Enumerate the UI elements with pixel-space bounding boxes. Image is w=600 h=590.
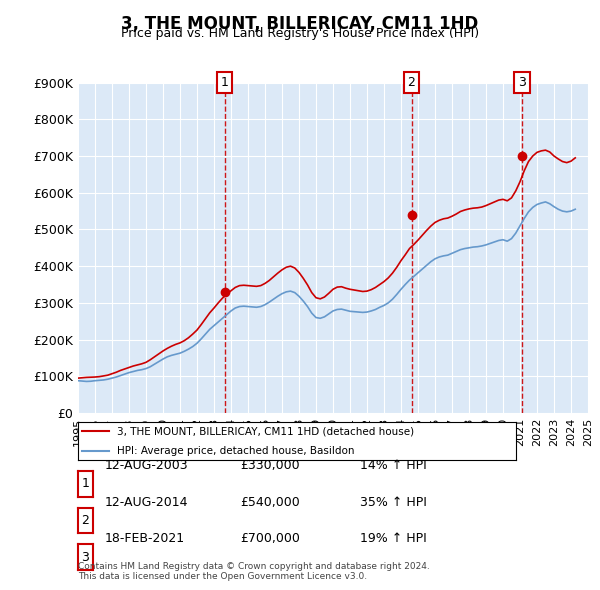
Text: 12-AUG-2003: 12-AUG-2003 — [105, 459, 188, 472]
Text: Price paid vs. HM Land Registry's House Price Index (HPI): Price paid vs. HM Land Registry's House … — [121, 27, 479, 40]
Text: Contains HM Land Registry data © Crown copyright and database right 2024.
This d: Contains HM Land Registry data © Crown c… — [78, 562, 430, 581]
Text: 19% ↑ HPI: 19% ↑ HPI — [360, 532, 427, 545]
Text: 1: 1 — [82, 477, 89, 490]
Text: 2: 2 — [407, 76, 415, 89]
Text: HPI: Average price, detached house, Basildon: HPI: Average price, detached house, Basi… — [118, 445, 355, 455]
Text: 3, THE MOUNT, BILLERICAY, CM11 1HD (detached house): 3, THE MOUNT, BILLERICAY, CM11 1HD (deta… — [118, 427, 415, 437]
Text: 3: 3 — [82, 550, 89, 563]
Text: £330,000: £330,000 — [240, 459, 299, 472]
Text: 1: 1 — [221, 76, 229, 89]
Text: 3: 3 — [518, 76, 526, 89]
Text: 18-FEB-2021: 18-FEB-2021 — [105, 532, 185, 545]
Text: 12-AUG-2014: 12-AUG-2014 — [105, 496, 188, 509]
Text: 2: 2 — [82, 514, 89, 527]
Text: 35% ↑ HPI: 35% ↑ HPI — [360, 496, 427, 509]
Text: £700,000: £700,000 — [240, 532, 300, 545]
Text: £540,000: £540,000 — [240, 496, 300, 509]
Text: 14% ↑ HPI: 14% ↑ HPI — [360, 459, 427, 472]
Text: 3, THE MOUNT, BILLERICAY, CM11 1HD: 3, THE MOUNT, BILLERICAY, CM11 1HD — [121, 15, 479, 33]
